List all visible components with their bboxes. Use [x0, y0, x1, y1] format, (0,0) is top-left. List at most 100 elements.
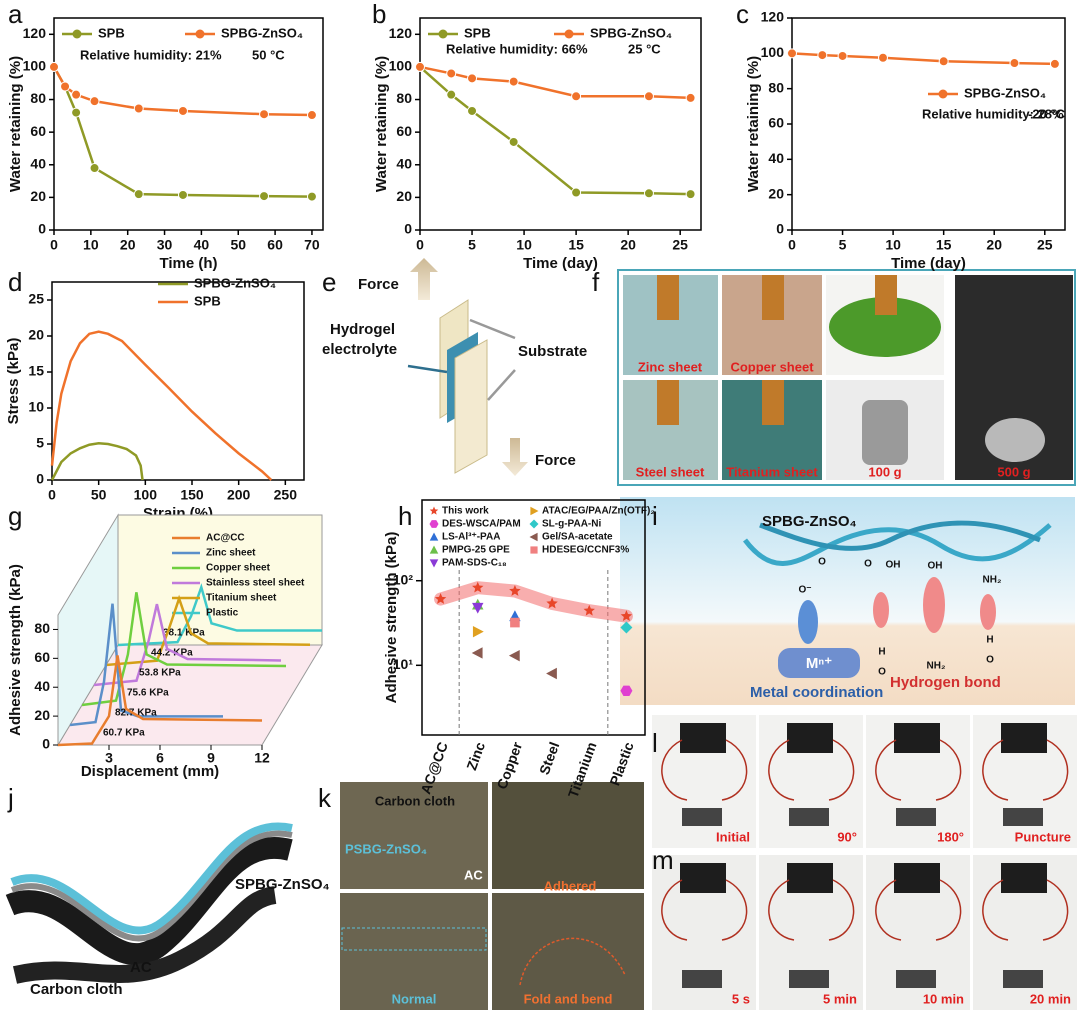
caption: 500 g: [997, 464, 1030, 479]
panel-letter: l: [652, 728, 658, 758]
caption: 20 min: [1030, 991, 1071, 1006]
label: Force: [535, 452, 576, 469]
x-tick-label: 100: [134, 487, 158, 503]
legend-marker: [429, 545, 439, 554]
legend-label: AC@CC: [206, 533, 245, 544]
legend-marker: [530, 506, 539, 516]
panel-f: Zinc sheet Copper sheet Steel sheet Tita…: [617, 269, 1076, 486]
y-tick-label: 20: [34, 707, 50, 723]
data-line: [81, 592, 287, 707]
data-point: [49, 61, 59, 72]
x-tick-label: 150: [180, 487, 204, 503]
data-point: [446, 89, 457, 100]
x-tick-label: 30: [157, 237, 173, 253]
y-tick-label: 80: [30, 90, 46, 106]
data-point: [89, 96, 100, 107]
x-tick-label: 5: [468, 237, 476, 253]
y-axis-title: Adhesive strength (kPa): [383, 532, 400, 704]
photo: [340, 893, 488, 1010]
data-line: [117, 583, 322, 647]
plot-frame: [53, 17, 324, 231]
panel-letter: c: [736, 0, 749, 29]
caption: 180°: [937, 829, 964, 844]
data-point: [306, 191, 317, 202]
weight: [985, 418, 1045, 462]
legend-label: SPBG-ZnSO₄: [964, 85, 1046, 100]
legend-marker: [529, 519, 539, 529]
legend-marker: [530, 546, 538, 554]
data-point: [837, 50, 848, 61]
battery: [896, 808, 936, 826]
data-point: [787, 48, 797, 59]
data-point: [878, 52, 888, 63]
arrow: [487, 369, 516, 401]
data-line: [52, 66, 312, 198]
x-tick-label: 200: [227, 487, 251, 503]
x-tick-label: 70: [304, 237, 320, 253]
data-point: [817, 50, 828, 61]
x-tick-label: 10: [885, 237, 901, 253]
data-point: [510, 617, 520, 628]
label: Hydrogel: [330, 321, 395, 338]
annotation: Relative humidity: 28%: [922, 106, 1064, 121]
y-axis-title: Stress (kPa): [5, 338, 22, 425]
x-tick-label: 20: [986, 237, 1002, 253]
legend-marker: [938, 89, 948, 99]
data-point: [177, 189, 188, 200]
data-point: [685, 189, 696, 200]
chem-group: O: [818, 557, 826, 568]
legend-label: SPB: [98, 25, 125, 40]
label: Normal: [392, 991, 437, 1006]
hydrogel: [875, 275, 897, 315]
wire: [875, 879, 962, 941]
x-axis-title: Time (day): [523, 255, 598, 272]
x-tick-label: 20: [120, 237, 136, 253]
panel-letter: e: [322, 267, 336, 297]
lcd: [894, 863, 940, 893]
caption: 10 min: [923, 991, 964, 1006]
data-point: [177, 105, 188, 116]
x-tick-label: 15: [568, 237, 584, 253]
panel-letter: k: [318, 783, 332, 813]
polymer: [743, 523, 1052, 566]
data-point: [1049, 58, 1060, 69]
carbon-cloth: [5, 837, 293, 966]
data-point: [685, 92, 696, 103]
photo: [492, 782, 644, 889]
panel-l-m: Initial 90° 180° Puncture 5 s 5 min 10 min 20 m…: [652, 715, 1077, 1010]
annotation: -20 °C: [1028, 106, 1066, 121]
hydrogel: [762, 380, 784, 425]
plot-frame: [419, 17, 702, 231]
legend-label: Titanium sheet: [206, 593, 277, 604]
wire: [661, 879, 748, 941]
data-point: [259, 109, 270, 120]
panel-letter: m: [652, 845, 674, 875]
legend-label: SL-g-PAA-Ni: [542, 519, 601, 530]
plot-frame: [791, 17, 1066, 231]
legend-label: HDESEG/CCNF3%: [542, 545, 629, 556]
photo: [492, 893, 644, 1010]
y-tick-label: 0: [42, 736, 50, 752]
data-point: [546, 597, 558, 609]
data-point: [620, 621, 633, 634]
lcd: [1001, 723, 1047, 753]
x-tick-label: Steel: [536, 740, 562, 777]
caption: Copper sheet: [730, 359, 814, 374]
y-tick-label: 100: [389, 58, 413, 74]
hydrogel: [657, 380, 679, 425]
panel-letter: g: [8, 501, 22, 531]
x-axis-title: Displacement (mm): [81, 763, 219, 780]
panel-letter: b: [372, 0, 386, 29]
data-point: [89, 163, 100, 174]
arrow: [469, 318, 516, 340]
x-tick-label: Zinc: [463, 740, 488, 773]
caption: Zinc sheet: [638, 359, 703, 374]
panel-letter: h: [398, 501, 412, 531]
legend-label: PMPG-25 GPE: [442, 545, 510, 556]
wire: [982, 879, 1069, 941]
label: Fold and bend: [524, 991, 613, 1006]
legend-label: SPB: [464, 25, 491, 40]
data-point: [306, 110, 317, 121]
lcd: [680, 863, 726, 893]
x-tick-label: 10: [83, 237, 99, 253]
